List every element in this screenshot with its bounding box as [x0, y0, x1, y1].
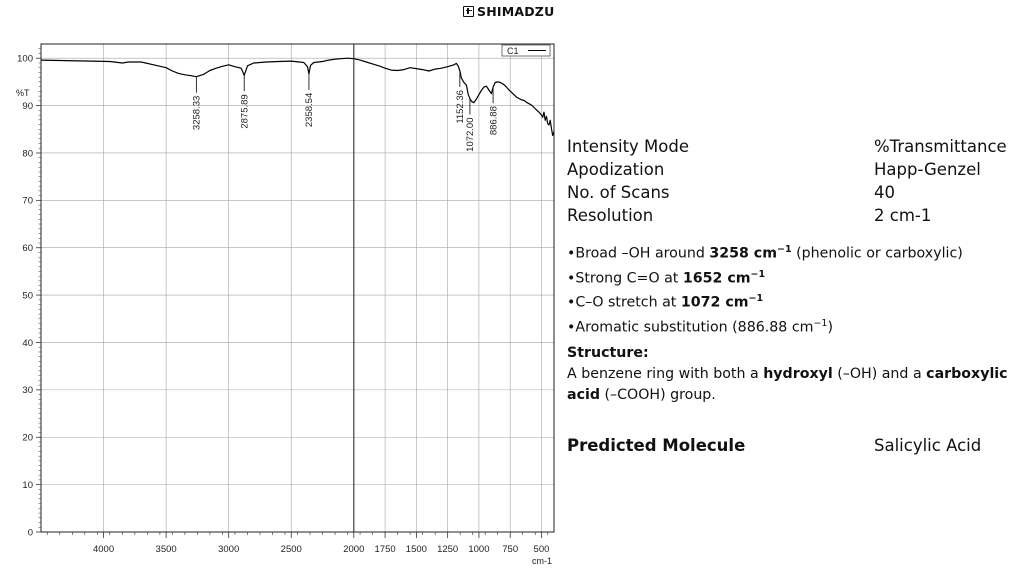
band-unit-exp: −1 — [776, 244, 792, 255]
y-tick-label: 100 — [17, 54, 33, 65]
band-value: 1652 cm — [682, 270, 751, 287]
structure-heading: Structure: — [567, 345, 649, 361]
x-tick-label: 1000 — [468, 544, 489, 555]
band-oh: •Broad –OH around 3258 cm−1 (phenolic or… — [567, 240, 963, 265]
y-tick-label: 60 — [22, 243, 33, 254]
param-label: Resolution — [567, 206, 654, 225]
y-tick-label: 20 — [22, 433, 33, 444]
structure-text: (–OH) and a — [832, 365, 927, 382]
band-unit-exp: −1 — [748, 293, 764, 305]
band-co-double: •Strong C=O at 1652 cm−1 — [567, 265, 963, 290]
y-tick-label: 10 — [22, 480, 33, 491]
band-value: 1072 cm — [680, 294, 749, 311]
band-aromatic: •Aromatic substitution (886.88 cm−1) — [567, 314, 963, 339]
structure-term: hydroxyl — [763, 365, 833, 382]
x-tick-label: 750 — [502, 544, 518, 555]
peak-label: 886.88 — [488, 106, 499, 135]
chart-ticks: 4000 3500 3000 2500 2000 1750 1500 1250 1000 750 5… — [17, 48, 550, 555]
y-axis-label: %T — [16, 88, 30, 98]
band-text: •Broad –OH around — [567, 245, 710, 262]
band-text: •C–O stretch at — [567, 294, 681, 311]
band-assignments: •Broad –OH around 3258 cm−1 (phenolic or… — [567, 240, 963, 338]
chart-legend: C1 — [501, 44, 551, 57]
spectrum-line — [40, 57, 555, 136]
structure-text: A benzene ring with both a — [567, 365, 764, 382]
structure-section: Structure: A benzene ring with both a hy… — [567, 343, 1012, 405]
band-text: (phenolic or carboxylic) — [791, 245, 963, 262]
x-tick-label: 1750 — [375, 544, 396, 555]
x-tick-label: 1500 — [406, 544, 427, 555]
x-tick-label: 4000 — [93, 544, 114, 555]
y-tick-label: 70 — [22, 196, 33, 207]
band-unit-exp: −1 — [813, 317, 828, 329]
y-tick-label: 30 — [22, 385, 33, 396]
param-value: Happ-Genzel — [874, 160, 981, 179]
band-value: 3258 cm — [709, 245, 777, 262]
plot-frame — [40, 43, 555, 533]
legend-label: C1 — [507, 46, 519, 56]
band-text: ) — [827, 319, 834, 336]
structure-term: carboxylic acid — [567, 365, 1008, 403]
param-value: 2 cm-1 — [874, 206, 932, 225]
shimadzu-logo: SHIMADZU — [463, 3, 554, 19]
predicted-molecule-label: Predicted Molecule — [567, 436, 746, 455]
param-label: Intensity Mode — [567, 137, 690, 156]
spectrum-series — [40, 57, 555, 136]
band-unit-exp: −1 — [750, 268, 766, 280]
param-label: Apodization — [567, 160, 665, 179]
peak-label: 1072.00 — [465, 117, 476, 151]
band-text: •Strong C=O at — [567, 270, 683, 287]
param-value: %Transmittance — [874, 137, 1007, 156]
param-value: 40 — [874, 183, 895, 202]
chart-grid — [41, 44, 554, 533]
param-label: No. of Scans — [567, 183, 670, 202]
y-tick-label: 40 — [22, 338, 33, 349]
y-tick-label: 80 — [22, 148, 33, 159]
band-co-stretch: •C–O stretch at 1072 cm−1 — [567, 289, 963, 314]
shimadzu-logo-icon — [463, 5, 474, 17]
predicted-molecule-value: Salicylic Acid — [874, 436, 982, 455]
x-axis-unit-label: cm-1 — [532, 556, 552, 566]
x-tick-label: 3500 — [156, 544, 177, 555]
band-text: •Aromatic substitution (886.88 cm — [567, 319, 814, 336]
x-tick-label: 2000 — [343, 544, 364, 555]
y-tick-label: 50 — [22, 290, 33, 301]
y-tick-label: 90 — [22, 101, 33, 112]
peak-label: 1152.36 — [455, 90, 466, 124]
legend-box — [501, 44, 551, 57]
y-tick-label: 0 — [28, 527, 33, 538]
x-tick-label: 1250 — [437, 544, 458, 555]
peak-label: 3258.33 — [192, 96, 203, 130]
chart-axes — [40, 43, 555, 533]
x-tick-label: 3000 — [218, 544, 239, 555]
ir-spectrum-chart: 4000 3500 3000 2500 2000 1750 1500 1250 1000 750 5… — [16, 43, 555, 566]
structure-text: (–COOH) group. — [600, 386, 716, 403]
structure-description: A benzene ring with both a hydroxyl (–OH… — [567, 364, 1012, 406]
shimadzu-logo-text: SHIMADZU — [477, 3, 555, 19]
x-tick-label: 2500 — [281, 544, 302, 555]
peak-label: 2358.54 — [304, 93, 315, 127]
peak-label: 2875.89 — [239, 94, 250, 128]
x-tick-label: 500 — [534, 544, 550, 555]
